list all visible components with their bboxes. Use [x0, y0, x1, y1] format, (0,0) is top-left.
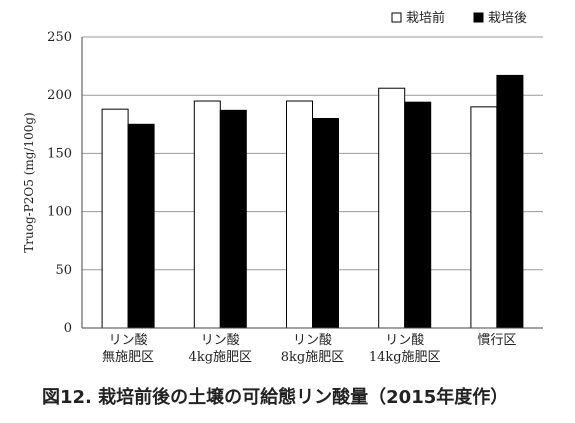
- category-label: 無施肥区: [102, 350, 154, 365]
- category-label: 慣行区: [477, 332, 516, 348]
- category-label: 4kg施肥区: [189, 350, 252, 365]
- bar-after: [312, 117, 339, 329]
- y-tick-label: 100: [47, 205, 72, 220]
- bar-after: [496, 74, 524, 329]
- bar-before: [286, 100, 313, 329]
- legend-label: 栽培前: [406, 10, 445, 26]
- category-label: リン酸: [201, 333, 240, 348]
- figure-caption: 図12. 栽培前後の土壌の可給態リン酸量（2015年度作）: [42, 387, 509, 408]
- y-tick-labels: 0 50 100 150 200 250: [47, 30, 72, 336]
- category-label: 8kg施肥区: [281, 350, 344, 365]
- bar-after: [404, 101, 432, 329]
- bars: [101, 74, 524, 329]
- category-label: リン酸: [293, 333, 332, 348]
- bar-after: [219, 109, 247, 329]
- y-tick-label: 200: [47, 88, 72, 103]
- category-label: リン酸: [109, 333, 148, 348]
- y-tick-label: 150: [47, 146, 72, 161]
- y-tick-label: 0: [64, 321, 72, 336]
- axes: [81, 37, 543, 329]
- legend-swatch-before: [391, 12, 402, 23]
- y-axis-label: Truog-P2O5 (mg/100g): [22, 112, 36, 252]
- category-label: 14kg施肥区: [369, 350, 441, 365]
- bar-before: [193, 100, 221, 329]
- legend-label: 栽培後: [488, 10, 527, 26]
- legend-swatch-after: [473, 12, 484, 23]
- bar-after: [127, 123, 155, 329]
- category-label: リン酸: [385, 333, 424, 348]
- y-tick-label: 50: [55, 263, 72, 278]
- y-tick-label: 250: [47, 30, 72, 45]
- bar-before: [378, 87, 406, 329]
- legend: 栽培前 栽培後: [391, 10, 527, 26]
- bar-before: [101, 108, 129, 329]
- bar-before: [470, 106, 498, 329]
